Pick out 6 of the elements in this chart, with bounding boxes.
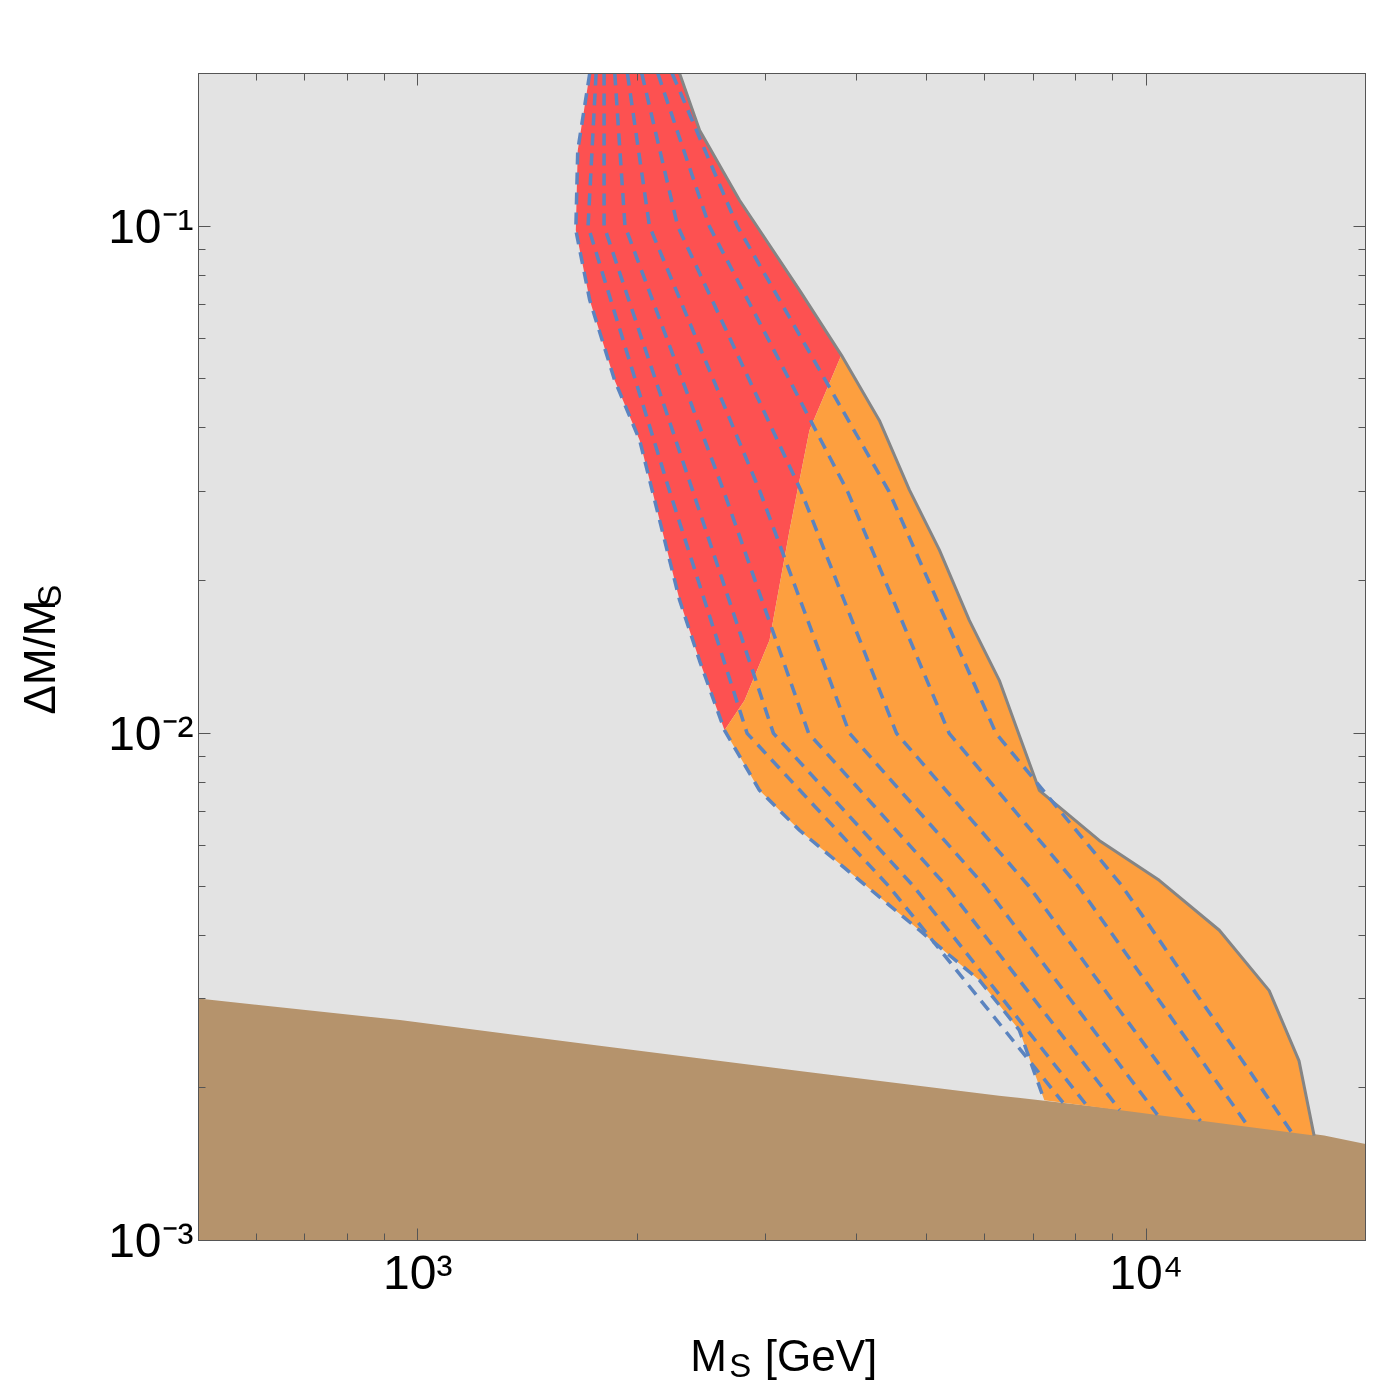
x-tick-label: 10⁴: [1109, 1245, 1184, 1299]
y-tick-label: 10⁻³: [108, 1214, 194, 1267]
x-tick-label: 10³: [383, 1245, 453, 1299]
y-tick-label: 10⁻¹: [108, 199, 194, 253]
y-axis-title: ΔM/MS: [15, 584, 68, 715]
y-tick-label: 10⁻²: [108, 706, 194, 760]
